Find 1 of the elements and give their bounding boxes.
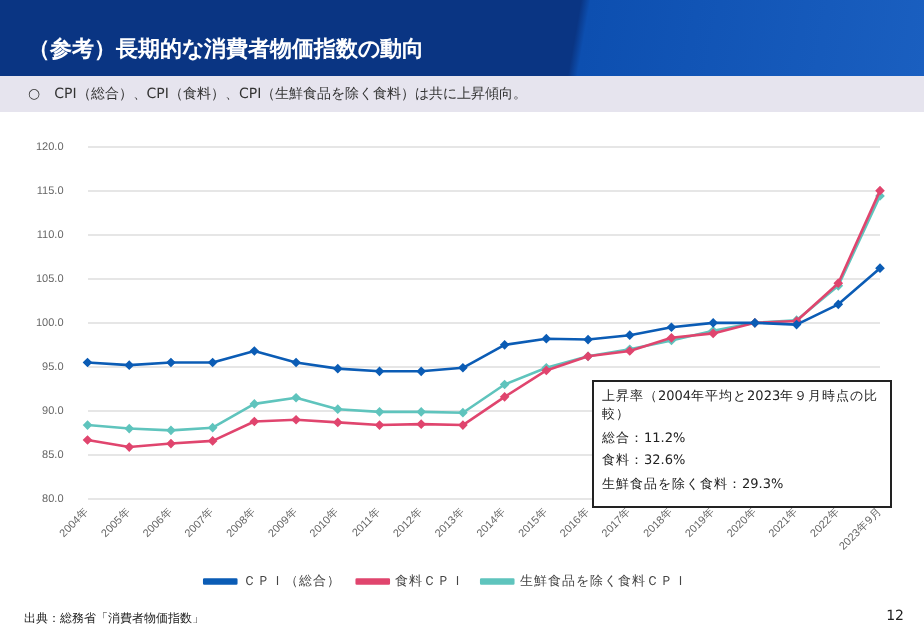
chart-title: （参考）長期的な消費者物価指数の動向 [28, 34, 424, 64]
